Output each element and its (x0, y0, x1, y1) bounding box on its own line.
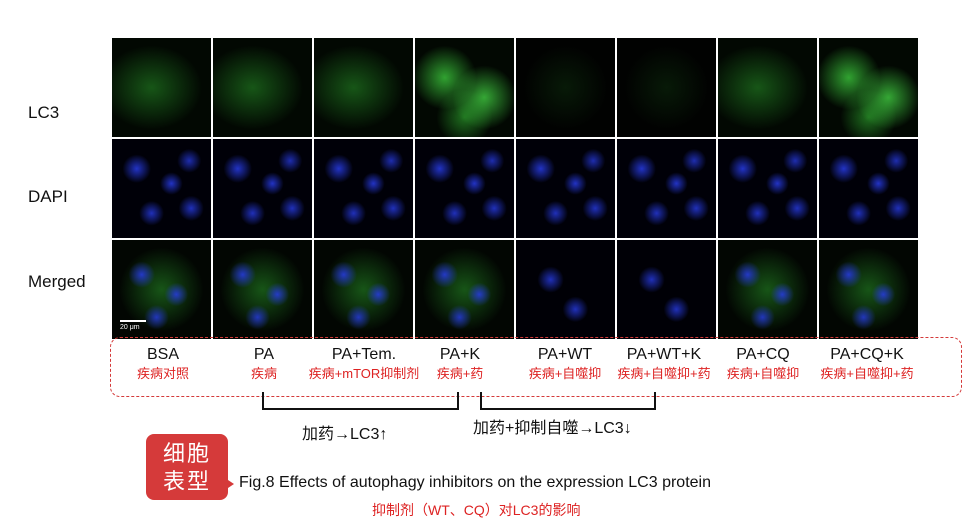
group-pa-cq-k: PA+CQ+K 疾病+自噬抑+药 (820, 345, 913, 383)
image-lc3-pa-wt-k (617, 38, 716, 137)
image-merged-pa-tem (314, 240, 413, 339)
image-lc3-pa-wt (516, 38, 615, 137)
group-name: PA+WT (537, 346, 593, 363)
group-pa-k: PA+K 疾病+药 (437, 345, 484, 383)
group-desc: 疾病 (250, 366, 278, 381)
group-desc: 疾病+mTOR抑制剂 (308, 366, 420, 381)
image-lc3-bsa (112, 38, 211, 137)
group-pa-cq: PA+CQ 疾病+自噬抑 (727, 345, 800, 383)
group-pa-wt-k: PA+WT+K 疾病+自噬抑+药 (617, 345, 710, 383)
row-label-dapi: DAPI (28, 187, 68, 206)
group-name: BSA (146, 346, 180, 363)
group-name: PA+CQ (736, 346, 790, 363)
group-desc: 疾病+药 (436, 366, 484, 381)
group-name: PA+WT+K (626, 346, 702, 363)
scale-bar: 20 μm (120, 320, 146, 331)
group-name: PA+CQ+K (830, 346, 904, 363)
image-merged-pa-cq (718, 240, 817, 339)
group-desc: 疾病+自噬抑+药 (820, 366, 914, 381)
cell-phenotype-badge: 细胞 表型 (146, 434, 228, 500)
figure-subcaption: 抑制剂（WT、CQ）对LC3的影响 (372, 502, 581, 518)
group-bsa: BSA 疾病对照 (137, 345, 189, 383)
image-lc3-pa-tem (314, 38, 413, 137)
bracket-lc3-down (480, 392, 656, 410)
group-name: PA+Tem. (331, 346, 397, 363)
figure-caption: Fig.8 Effects of autophagy inhibitors on… (239, 474, 711, 491)
bracket-label-lc3-down: 加药+抑制自噬→LC3↓ (473, 420, 632, 437)
group-desc: 疾病+自噬抑 (726, 366, 800, 381)
image-lc3-pa-cq-k (819, 38, 918, 137)
group-name: PA (253, 346, 275, 363)
image-merged-bsa: 20 μm (112, 240, 211, 339)
group-desc: 疾病对照 (136, 366, 190, 381)
image-merged-pa-cq-k (819, 240, 918, 339)
image-dapi-pa-tem (314, 139, 413, 238)
image-dapi-pa-wt (516, 139, 615, 238)
row-label-merged: Merged (28, 272, 86, 291)
image-merged-pa-wt (516, 240, 615, 339)
image-merged-pa (213, 240, 312, 339)
row-label-lc3: LC3 (28, 103, 60, 122)
bracket-label-lc3-up: 加药→LC3↑ (302, 426, 388, 443)
scale-bar-label: 20 μm (120, 324, 140, 331)
image-merged-pa-k (415, 240, 514, 339)
image-dapi-bsa (112, 139, 211, 238)
image-lc3-pa-cq (718, 38, 817, 137)
group-desc: 疾病+自噬抑+药 (617, 366, 711, 381)
image-dapi-pa (213, 139, 312, 238)
image-lc3-pa (213, 38, 312, 137)
badge-line2: 表型 (162, 469, 211, 494)
image-dapi-pa-cq (718, 139, 817, 238)
group-desc: 疾病+自噬抑 (528, 366, 602, 381)
badge-pointer (222, 476, 234, 492)
group-labels-box (110, 337, 962, 397)
badge-line1: 细胞 (162, 441, 211, 466)
group-pa-tem: PA+Tem. 疾病+mTOR抑制剂 (309, 345, 420, 383)
image-dapi-pa-k (415, 139, 514, 238)
group-pa-wt: PA+WT 疾病+自噬抑 (529, 345, 602, 383)
image-dapi-pa-wt-k (617, 139, 716, 238)
image-dapi-pa-cq-k (819, 139, 918, 238)
bracket-lc3-up (262, 392, 459, 410)
micrograph-grid: 20 μm (112, 38, 918, 339)
group-name: PA+K (439, 346, 481, 363)
image-lc3-pa-k (415, 38, 514, 137)
image-merged-pa-wt-k (617, 240, 716, 339)
group-pa: PA 疾病 (251, 345, 277, 383)
